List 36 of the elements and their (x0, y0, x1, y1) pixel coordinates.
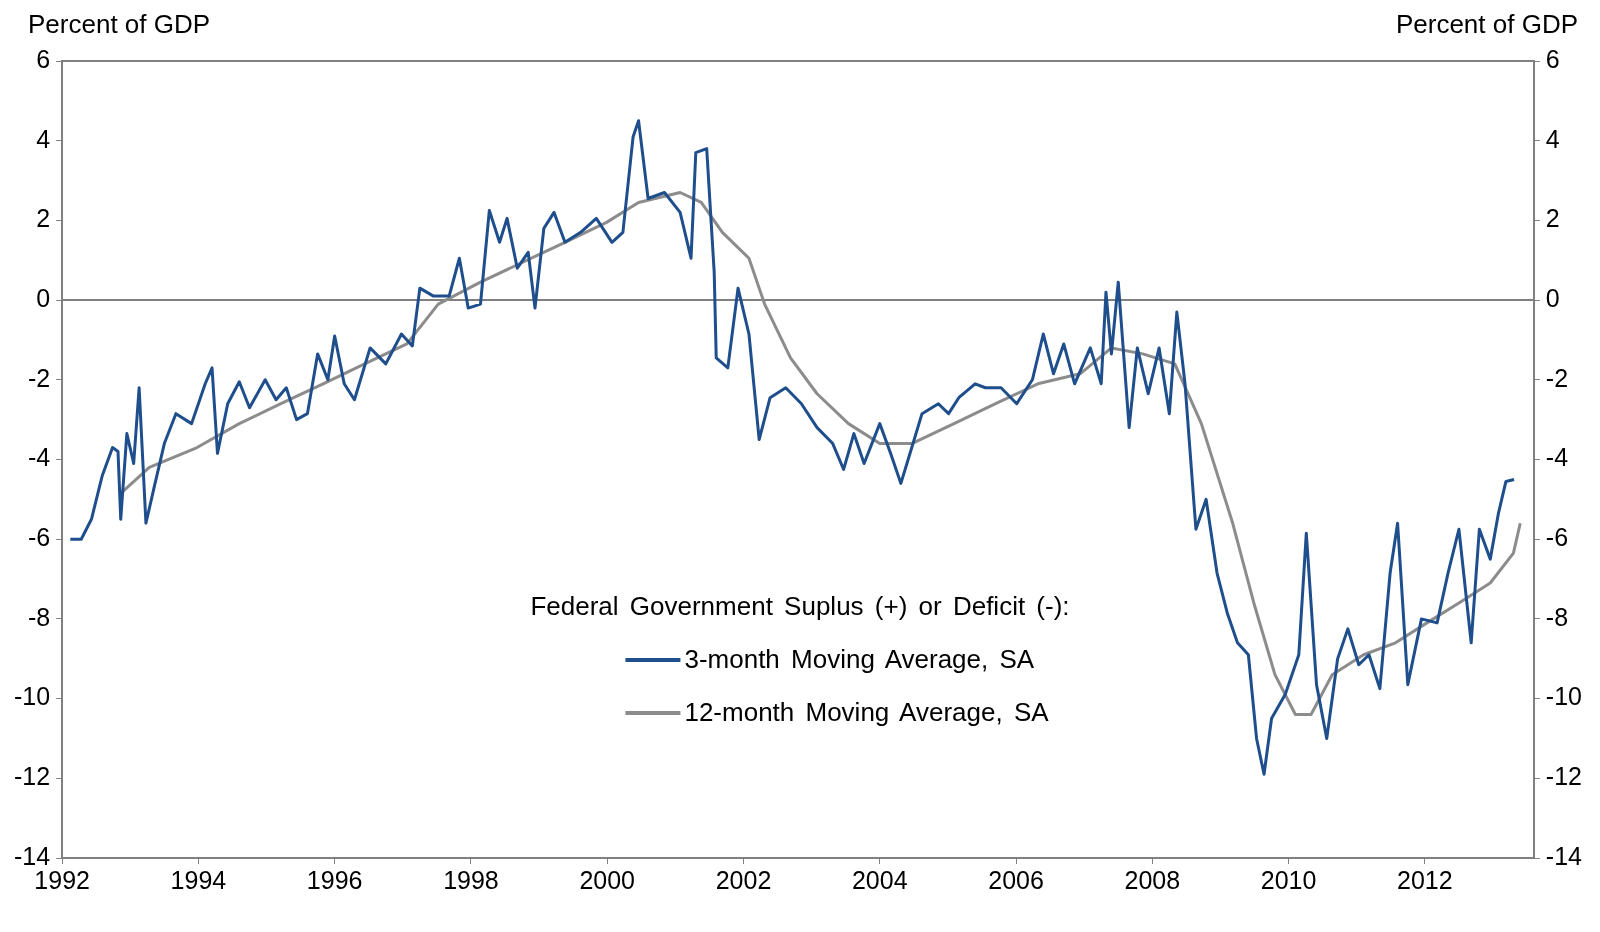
legend-label: 3-month Moving Average, SA (684, 644, 1035, 675)
y-tick-label: -10 (13, 682, 51, 711)
x-tick-label: 2010 (1260, 865, 1317, 894)
y-tick-label: -2 (27, 363, 51, 392)
y-tick-label: 0 (36, 283, 51, 312)
x-tick-label: 1994 (170, 865, 227, 894)
y-tick-label: 6 (36, 44, 51, 73)
y2-tick-label: -12 (1545, 762, 1583, 791)
y2-tick-label: 4 (1545, 124, 1560, 153)
y2-tick-label: -2 (1545, 363, 1569, 392)
y-tick-label: -12 (13, 762, 51, 791)
y2-tick-label: 2 (1545, 204, 1560, 233)
legend-label: 12-month Moving Average, SA (684, 697, 1049, 728)
y-tick-label: 4 (36, 124, 51, 153)
x-tick-label: 2008 (1124, 865, 1181, 894)
y2-tick-label: 6 (1545, 44, 1560, 73)
x-tick-label: 2002 (715, 865, 772, 894)
y-tick-label: 2 (36, 204, 51, 233)
x-tick-label: 2012 (1397, 865, 1453, 894)
y-tick-label: -6 (27, 523, 51, 552)
y-tick-label: -8 (27, 602, 51, 631)
x-tick-label: 1998 (443, 865, 499, 894)
y2-tick-label: 0 (1545, 283, 1560, 312)
y2-tick-label: -10 (1545, 682, 1583, 711)
y2-tick-label: -6 (1545, 523, 1569, 552)
y2-axis-title: Percent of GDP (1395, 8, 1578, 40)
y2-tick-label: -8 (1545, 602, 1569, 631)
x-tick-label: 2004 (851, 865, 908, 894)
y2-tick-label: -4 (1545, 443, 1569, 472)
x-tick-label: 2006 (988, 865, 1044, 894)
x-tick-label: 2000 (579, 865, 636, 894)
x-tick-label: 1996 (306, 865, 363, 894)
y2-tick-label: -14 (1545, 841, 1583, 870)
y-tick-label: -4 (27, 443, 51, 472)
y-axis-title: Percent of GDP (28, 8, 211, 40)
legend-title: Federal Government Suplus (+) or Deficit (-): (530, 591, 1070, 622)
